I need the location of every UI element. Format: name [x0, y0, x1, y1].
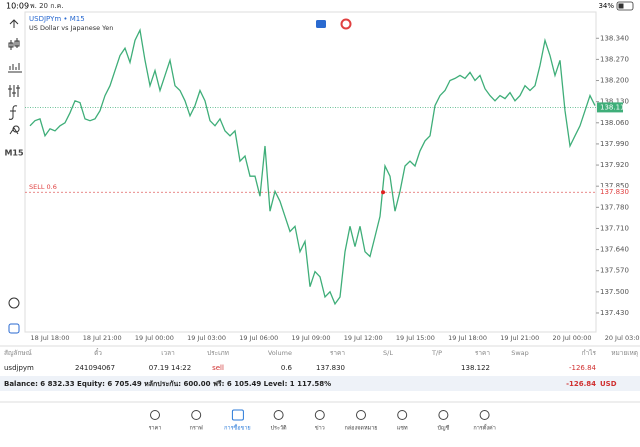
table-header: ราคา: [475, 349, 490, 357]
x-tick-label: 19 Jul 03:00: [187, 334, 226, 342]
tab-label[interactable]: การซื้อขาย: [224, 424, 250, 432]
tab-label[interactable]: ข่าว: [315, 426, 325, 432]
tab-icon: [231, 409, 244, 421]
chart-type-tool[interactable]: [8, 38, 20, 50]
table-header: ราคา: [330, 349, 345, 357]
table-cell[interactable]: 0.6: [281, 364, 293, 372]
tab-icon: [150, 410, 160, 420]
order-price-box: [597, 187, 623, 198]
crosshair-tool[interactable]: [9, 19, 19, 28]
balance-profit: -126.84: [566, 380, 596, 388]
y-tick-label: 138.340: [600, 34, 629, 42]
x-tick-label: 19 Jul 06:00: [239, 334, 278, 342]
table-header: หมายเหตุ: [611, 349, 638, 357]
x-tick-label: 20 Jul 03:00: [605, 334, 640, 342]
table-header: เวลา: [161, 349, 175, 357]
x-tick-label: 19 Jul 00:00: [135, 334, 174, 342]
price-line-series: [29, 27, 596, 306]
table-header: Volume: [268, 349, 292, 357]
table-cell[interactable]: usdjpym: [4, 364, 34, 372]
history-tool[interactable]: [8, 297, 20, 309]
x-tick-label: 19 Jul 12:00: [344, 334, 383, 342]
tab-icon: [438, 410, 449, 420]
oneclick-button[interactable]: [340, 18, 352, 30]
table-header: ประเภท: [207, 349, 229, 357]
left-toolbar: [8, 19, 22, 334]
indicator-tool[interactable]: [8, 85, 20, 97]
y-tick-label: 138.060: [600, 119, 629, 127]
y-tick-label: 138.200: [600, 77, 629, 85]
y-tick-label: 137.990: [600, 140, 629, 148]
x-tick-label: 19 Jul 09:00: [292, 334, 331, 342]
tab-label[interactable]: กล่องจดหมาย: [344, 426, 377, 432]
tab-label[interactable]: ราคา: [149, 426, 162, 432]
table-header: ตั๋ว: [94, 348, 102, 357]
x-tick-label: 18 Jul 18:00: [31, 334, 70, 342]
x-tick-label: 19 Jul 18:00: [448, 334, 487, 342]
tab-label[interactable]: กราฟ: [190, 425, 203, 432]
objects-tool[interactable]: [9, 125, 20, 135]
table-cell[interactable]: 138.122: [461, 364, 490, 372]
battery-level: [618, 3, 624, 9]
chart-frame: [24, 11, 597, 333]
tab-label[interactable]: แชท: [397, 425, 408, 432]
y-tick-label: 137.920: [600, 161, 629, 169]
order-name: SELL 0.6: [29, 183, 57, 191]
balance-currency: USD: [600, 380, 617, 388]
x-tick-label: 20 Jul 00:00: [553, 334, 592, 342]
y-tick-label: 138.130: [600, 98, 629, 106]
y-tick-label: 137.570: [600, 267, 629, 275]
y-tick-label: 137.710: [600, 224, 629, 232]
status-date: พ. 20 ก.ค.: [30, 2, 64, 10]
status-time: 10:09: [6, 2, 29, 11]
table-cell[interactable]: 07.19 14:22: [149, 364, 191, 372]
table-cell[interactable]: -126.84: [569, 364, 597, 372]
tab-label[interactable]: ประวัติ: [271, 425, 287, 432]
balance-text: Balance: 6 832.33 Equity: 6 705.49 หลักป…: [4, 380, 331, 388]
tab-icon: [314, 410, 325, 420]
table-header: กำไร: [582, 349, 597, 357]
table-header: Swap: [511, 349, 529, 357]
trade-tool[interactable]: [8, 323, 20, 334]
chart-title: USDJPYm • M15: [29, 15, 85, 23]
price-label: 138.111: [600, 103, 629, 111]
x-tick-label: 18 Jul 21:00: [83, 334, 122, 342]
chart-subtitle: US Dollar vs Japanese Yen: [29, 24, 113, 32]
order-price: 137.830: [600, 188, 629, 196]
tab-icon: [356, 410, 366, 420]
battery-text: 34%: [598, 2, 614, 10]
buy-sell-button[interactable]: [316, 20, 326, 28]
y-tick-label: 138.270: [600, 55, 629, 63]
y-tick-label: 137.850: [600, 182, 629, 190]
battery-icon: [616, 1, 634, 11]
table-header: S/L: [383, 349, 393, 357]
function-tool[interactable]: [8, 105, 18, 120]
x-tick-label: 19 Jul 21:00: [500, 334, 539, 342]
table-cell[interactable]: 137.830: [316, 364, 345, 372]
tab-icon: [479, 410, 490, 420]
order-entry-dot: [381, 190, 385, 195]
tab-label[interactable]: บัญชี: [437, 425, 449, 432]
tab-icon: [191, 410, 202, 420]
table-cell[interactable]: sell: [212, 364, 224, 372]
table-header: T/P: [431, 349, 442, 357]
y-tick-label: 137.640: [600, 246, 629, 254]
timeframe-label[interactable]: M15: [4, 149, 24, 158]
tab-icon: [273, 410, 284, 420]
table-cell[interactable]: 241094067: [75, 364, 115, 372]
tab-label[interactable]: การตั้งค่า: [473, 424, 495, 432]
volume-tool[interactable]: [8, 63, 22, 73]
y-tick-label: 137.500: [600, 288, 629, 296]
table-header: สัญลักษณ์: [4, 349, 32, 357]
x-tick-label: 19 Jul 15:00: [396, 334, 435, 342]
y-tick-label: 137.780: [600, 203, 629, 211]
balance-bar: [0, 376, 640, 391]
price-box: [597, 102, 623, 113]
tab-icon: [397, 410, 408, 420]
y-tick-label: 137.430: [600, 309, 629, 317]
